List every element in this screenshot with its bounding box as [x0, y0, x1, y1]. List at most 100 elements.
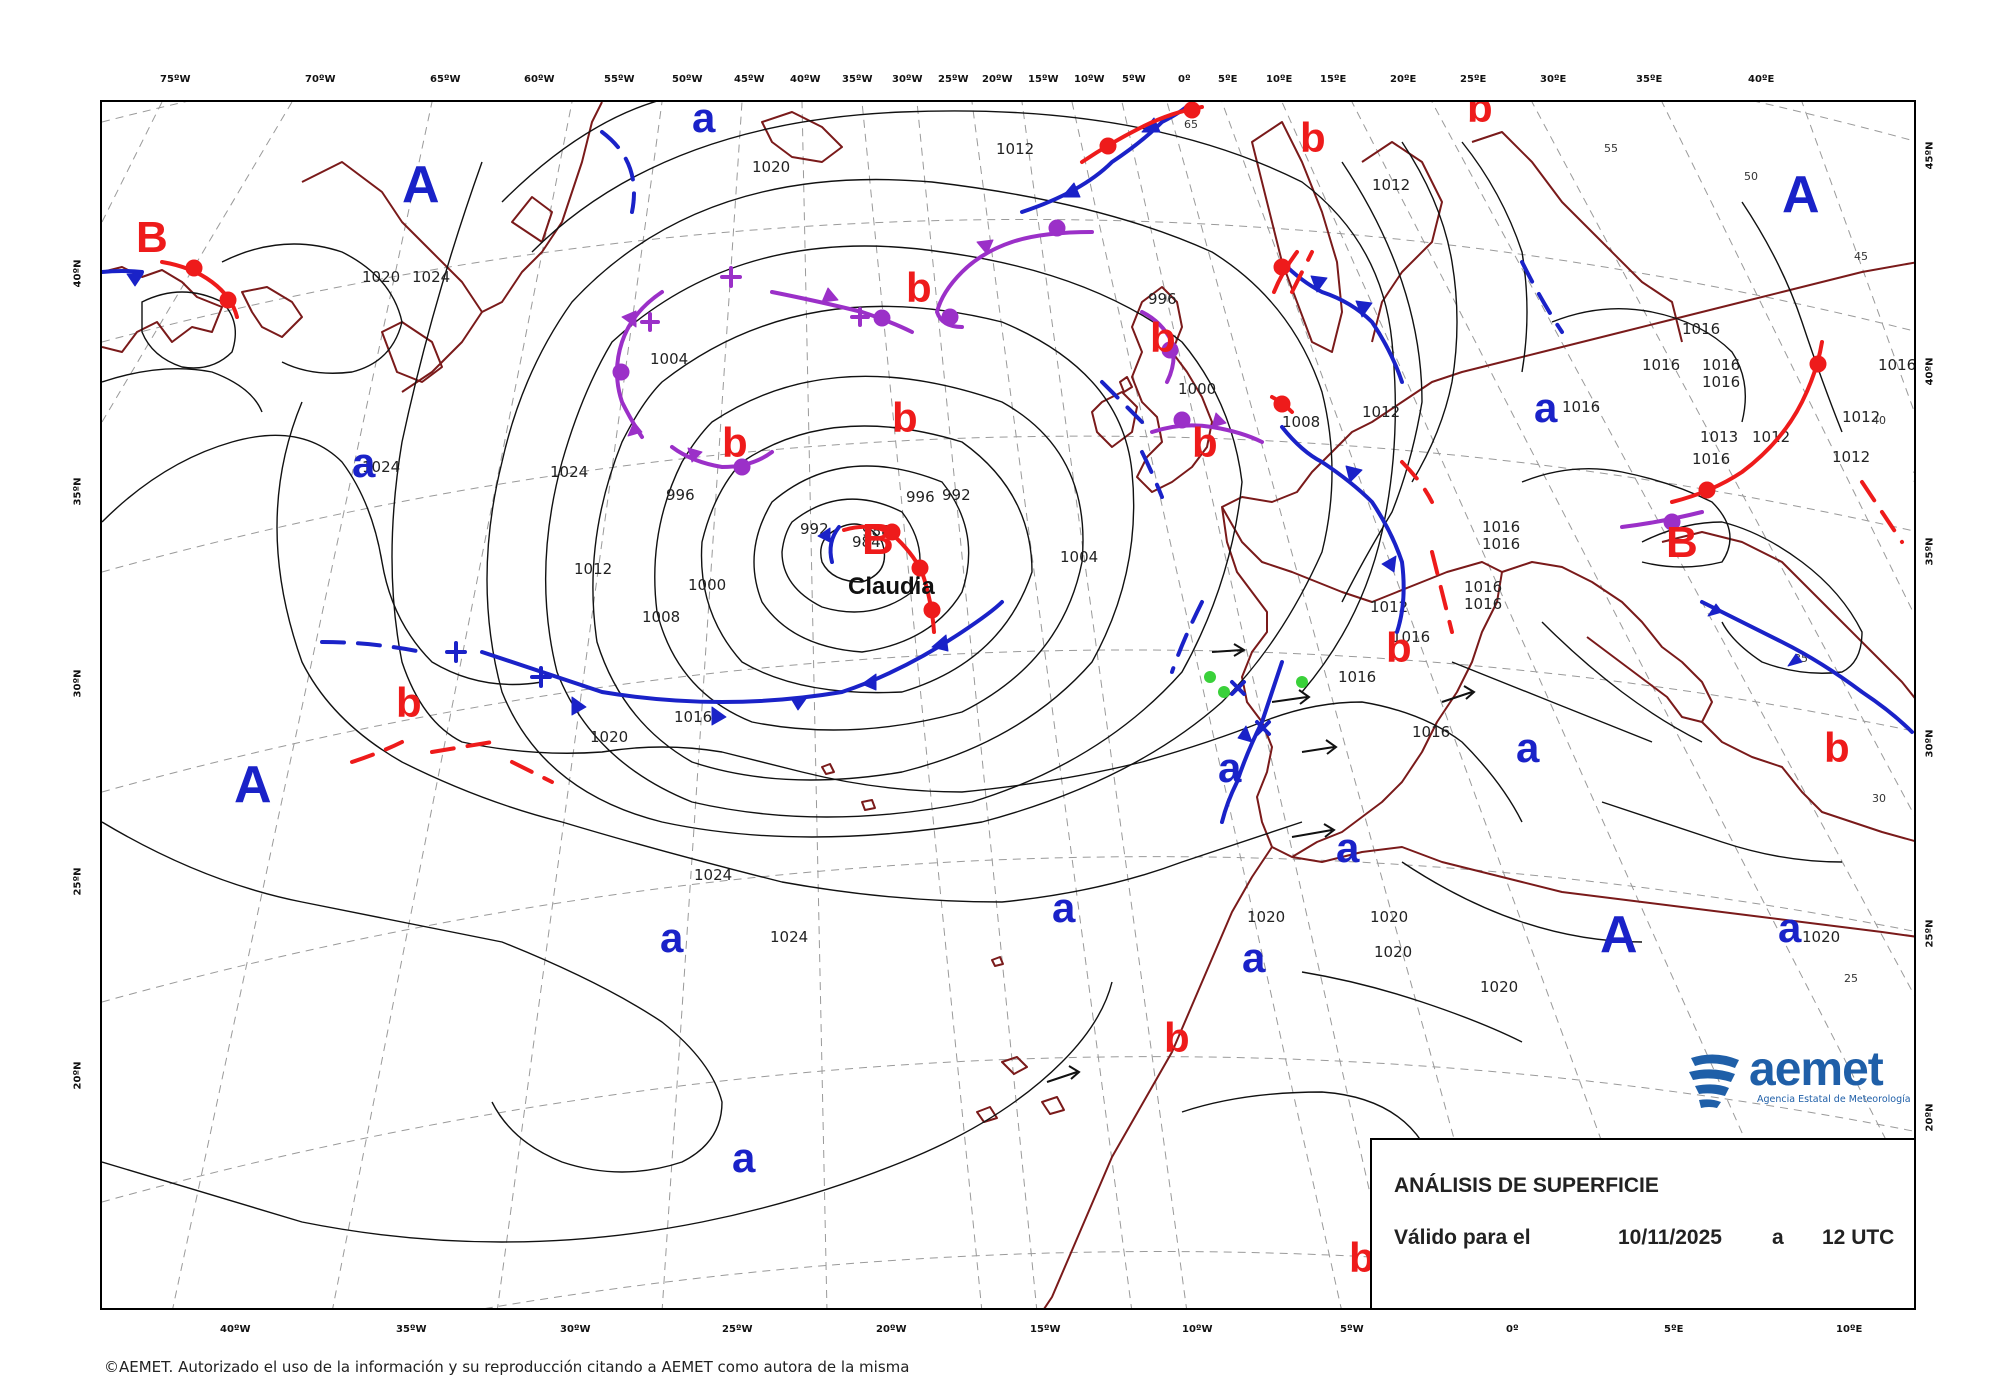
bottom-lon-label: 0º — [1506, 1324, 1519, 1335]
isobar-label: 1016 — [1702, 356, 1740, 374]
warm-fronts — [160, 102, 1827, 634]
left-lat-label: 20ºN — [72, 1061, 84, 1090]
right-lat-label: 25ºN — [1924, 919, 1936, 948]
top-lon-label: 25ºW — [938, 74, 969, 85]
isobar-label: 1016 — [1338, 668, 1376, 686]
minor-low: b — [1150, 314, 1176, 361]
legend-date: 10/11/2025 — [1618, 1226, 1722, 1249]
top-lon-label: 55ºW — [604, 74, 635, 85]
graticule-number: 65 — [1184, 118, 1198, 131]
isobar-label: 1013 — [1700, 428, 1738, 446]
isobar-label: 1016 — [1682, 320, 1720, 338]
minor-low: b — [722, 419, 748, 466]
low-center: B — [136, 213, 168, 262]
purple-crosses — [640, 266, 870, 332]
minor-low: b — [396, 679, 422, 726]
isobar-label: 1016 — [1482, 518, 1520, 536]
minor-high: a — [1516, 724, 1540, 771]
isobar-label: 1008 — [642, 608, 680, 626]
isobar-label: 1004 — [650, 350, 688, 368]
dashed-warm-fronts — [350, 250, 1904, 784]
minor-low: b — [1164, 1014, 1190, 1061]
isobar-label: 996 — [1148, 290, 1177, 308]
graticule — [102, 102, 1914, 1308]
isobar-label: 1016 — [1692, 450, 1730, 468]
top-lon-label: 0º — [1178, 74, 1191, 85]
top-lon-label: 5ºW — [1122, 74, 1146, 85]
isobar-label: 1012 — [996, 140, 1034, 158]
high-center: A — [234, 756, 272, 814]
minor-high: a — [732, 1134, 756, 1181]
bottom-lon-label: 25ºW — [722, 1324, 753, 1335]
bottom-lon-label: 10ºW — [1182, 1324, 1213, 1335]
left-lat-label: 40ºN — [72, 259, 84, 288]
isobar-label: 1024 — [694, 866, 732, 884]
isobar-label: 1016 — [1642, 356, 1680, 374]
high-center: A — [1600, 906, 1638, 964]
bottom-lon-label: 10ºE — [1836, 1324, 1863, 1335]
isobar-label: 1024 — [770, 928, 808, 946]
isobar-label: 1012 — [1832, 448, 1870, 466]
isobar-label: 1012 — [1362, 403, 1400, 421]
isobar-label: 1020 — [1247, 908, 1285, 926]
map-canvas: 1024 1024 1024 1024 1024 1020 1020 1020 … — [102, 102, 1914, 1308]
legend-time: 12 UTC — [1822, 1226, 1895, 1249]
isobar-label: 1020 — [1480, 978, 1518, 996]
isobar-label: 1012 — [574, 560, 612, 578]
top-lon-label: 35ºE — [1636, 74, 1663, 85]
aemet-logo-word: aemet — [1749, 1043, 1884, 1096]
isobar-label: 1020 — [590, 728, 628, 746]
right-lat-label: 20ºN — [1924, 1103, 1936, 1132]
isobar-label: 1012 — [1370, 598, 1408, 616]
minor-high: a — [352, 439, 376, 486]
top-lon-label: 65ºW — [430, 74, 461, 85]
isobar-label: 1012 — [1372, 176, 1410, 194]
right-lat-label: 45ºN — [1924, 141, 1936, 170]
top-lon-label: 35ºW — [842, 74, 873, 85]
legend-valid-label: Válido para el — [1394, 1226, 1531, 1249]
right-lat-label: 35ºN — [1924, 537, 1936, 566]
map-frame: 1024 1024 1024 1024 1024 1020 1020 1020 … — [100, 100, 1916, 1310]
high-center: A — [1782, 166, 1820, 224]
top-lon-label: 50ºW — [672, 74, 703, 85]
top-lon-label: 30ºW — [892, 74, 923, 85]
isobar-label: 996 — [906, 488, 935, 506]
minor-low: b — [1386, 624, 1412, 671]
isobar-label: 1024 — [550, 463, 588, 481]
pressure-centers: A A A A a a a a a a a a a a a a a B B B — [136, 102, 1850, 1281]
isobar-label: 1020 — [1802, 928, 1840, 946]
low-center: B — [1666, 518, 1698, 567]
left-lat-label: 30ºN — [72, 669, 84, 698]
legend-box: ANÁLISIS DE SUPERFICIE Válido para el 10… — [1370, 1138, 1914, 1308]
isobar-label: 996 — [666, 486, 695, 504]
minor-high: a — [660, 914, 684, 961]
high-center: A — [402, 156, 440, 214]
minor-high: a — [1052, 884, 1076, 931]
bottom-lon-label: 15ºW — [1030, 1324, 1061, 1335]
isobar-label: 1008 — [1282, 413, 1320, 431]
top-lon-label: 20ºW — [982, 74, 1013, 85]
minor-high: a — [692, 102, 716, 141]
top-lon-label: 40ºE — [1748, 74, 1775, 85]
isobar-label: 1016 — [1702, 373, 1740, 391]
top-lon-label: 20ºE — [1390, 74, 1417, 85]
graticule-number: 55 — [1604, 142, 1618, 155]
isobar-label: 992 — [942, 486, 971, 504]
top-lon-label: 30ºE — [1540, 74, 1567, 85]
left-lat-label: 35ºN — [72, 477, 84, 506]
isobar-label: 1000 — [688, 576, 726, 594]
top-lon-label: 70ºW — [305, 74, 336, 85]
left-lat-label: 25ºN — [72, 867, 84, 896]
bottom-lon-label: 30ºW — [560, 1324, 591, 1335]
isobar-label: 1016 — [674, 708, 712, 726]
top-lon-label: 15ºW — [1028, 74, 1059, 85]
isobar-label: 1016 — [1412, 723, 1450, 741]
top-lon-label: 60ºW — [524, 74, 555, 85]
top-lon-label: 25ºE — [1460, 74, 1487, 85]
minor-high: a — [1242, 934, 1266, 981]
minor-low: b — [1824, 724, 1850, 771]
copyright-text: ©AEMET. Autorizado el uso de la informac… — [104, 1358, 910, 1376]
isobar-label: 1012 — [1842, 408, 1880, 426]
isobar-label: 1020 — [1370, 908, 1408, 926]
blue-crosses — [445, 641, 1271, 736]
